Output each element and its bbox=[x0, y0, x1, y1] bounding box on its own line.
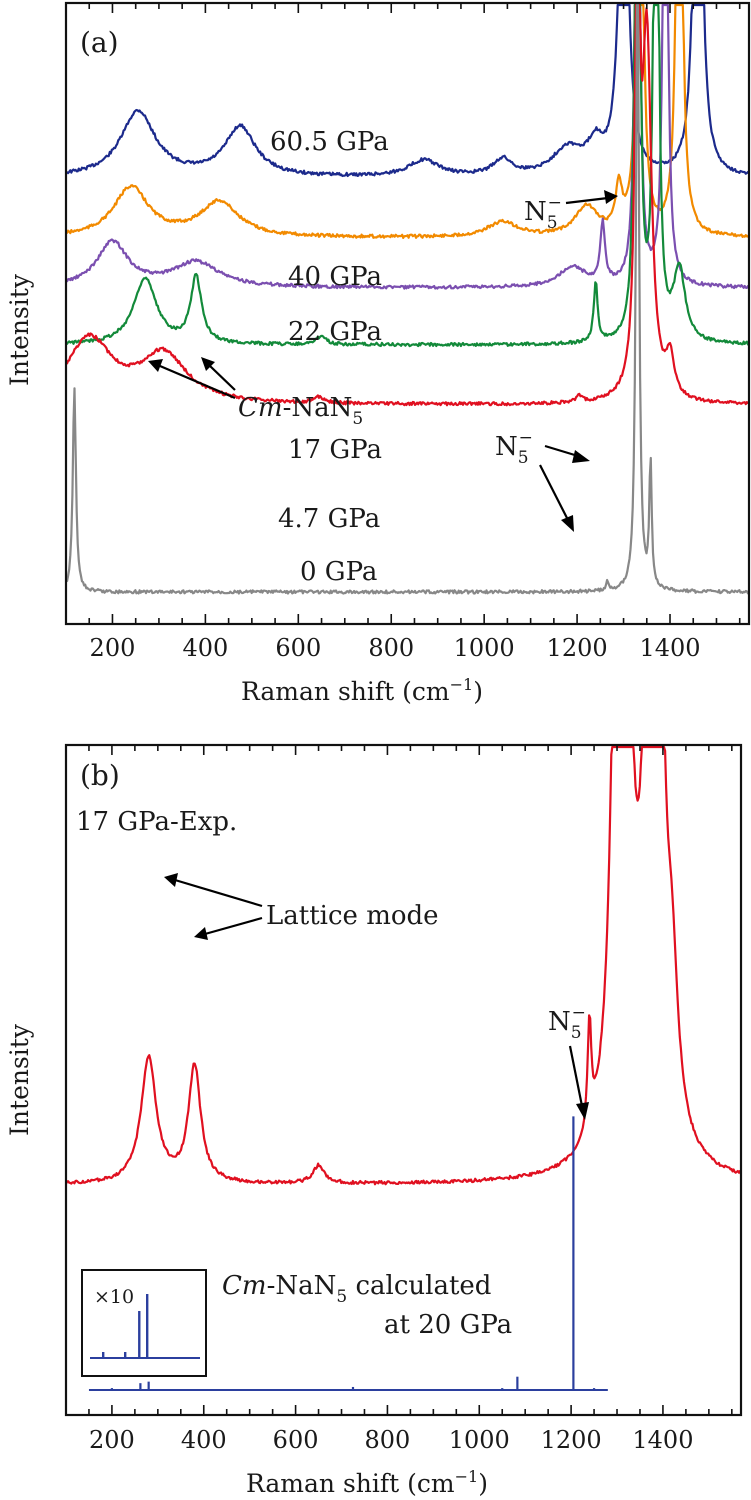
x-tick-label-400: 400 bbox=[182, 634, 228, 662]
series-label-17-gpa: 17 GPa bbox=[288, 435, 382, 465]
inset-sticks bbox=[90, 1294, 200, 1359]
x-tick-label-600: 600 bbox=[273, 1426, 319, 1454]
calc-label-line1: Cm-NaN5 calculated bbox=[222, 1271, 491, 1307]
n5-annotation-b: N5− bbox=[548, 1003, 586, 1043]
series-label-22-gpa: 22 GPa bbox=[288, 317, 382, 347]
calc-label-line2: at 20 GPa bbox=[384, 1310, 512, 1340]
series-line-0-gpa bbox=[65, 3, 750, 595]
x-tick-label-800: 800 bbox=[365, 1426, 411, 1454]
cm-arrowhead-2 bbox=[201, 357, 215, 371]
x-tick-label-1400: 1400 bbox=[632, 1426, 693, 1454]
n5-annotation-top: N5− bbox=[524, 193, 562, 233]
panel-a-x-ticks: 200 400 600 800 1000 1200 1400 bbox=[88, 3, 741, 662]
panel-b-x-axis-label: Raman shift (cm−1) bbox=[246, 1467, 488, 1498]
series-label-17-gpa-exp: 17 GPa-Exp. bbox=[76, 807, 237, 837]
series-line-17-gpa-exp- bbox=[65, 745, 743, 1186]
lattice-arrow-2 bbox=[204, 916, 263, 936]
x-tick-label-600: 600 bbox=[275, 634, 321, 662]
series-label-60-5-gpa: 60.5 GPa bbox=[270, 127, 389, 157]
panel-b: 200 400 600 800 1000 1200 1400 (b) 17 GPa-Exp.… bbox=[5, 743, 743, 1498]
series-line-4-7-gpa bbox=[65, 3, 750, 407]
x-tick-label-1000: 1000 bbox=[449, 1426, 510, 1454]
cm-arrowhead-1 bbox=[148, 359, 163, 372]
panel-a-x-axis-label: Raman shift (cm−1) bbox=[241, 675, 483, 706]
x-tick-label-200: 200 bbox=[89, 1426, 135, 1454]
panel-b-x-ticks: 200 400 600 800 1000 1200 1400 bbox=[88, 745, 733, 1454]
panel-a-frame bbox=[64, 1, 751, 626]
x-tick-label-1000: 1000 bbox=[454, 634, 515, 662]
panel-a-label: (a) bbox=[80, 26, 119, 59]
n5-annotation-mid: N5− bbox=[495, 428, 533, 468]
x-tick-label-1200: 1200 bbox=[541, 1426, 602, 1454]
panel-a-curves bbox=[65, 3, 750, 595]
n5-arrowhead-mid-a bbox=[572, 450, 590, 463]
panel-a: 200 400 600 800 1000 1200 1400 (a) 60.5 GPa 40… bbox=[5, 1, 751, 706]
x-tick-label-200: 200 bbox=[90, 634, 136, 662]
series-label-0-gpa: 0 GPa bbox=[300, 557, 377, 587]
panel-b-curves bbox=[65, 745, 743, 1391]
n5-arrowhead-top bbox=[604, 190, 618, 204]
lattice-arrowhead-1 bbox=[164, 873, 178, 887]
x-tick-label-1400: 1400 bbox=[639, 634, 700, 662]
inset-scale-label: ×10 bbox=[94, 1286, 134, 1308]
n5-arrow-b bbox=[568, 1045, 584, 1107]
n5-arrowhead-mid-b bbox=[561, 515, 574, 532]
cm-arrow-2 bbox=[209, 365, 236, 391]
cm-arrow-1 bbox=[159, 364, 236, 400]
series-line-40-gpa bbox=[66, 3, 750, 239]
n5-arrow-mid-b bbox=[539, 464, 569, 521]
series-label-4-7-gpa: 4.7 GPa bbox=[278, 504, 380, 534]
panel-b-y-axis-label: Intensity bbox=[5, 1023, 34, 1136]
x-tick-label-1200: 1200 bbox=[547, 634, 608, 662]
lattice-mode-annotation: Lattice mode bbox=[266, 901, 439, 931]
panel-a-y-axis-label: Intensity bbox=[5, 273, 34, 386]
n5-arrow-mid-a bbox=[544, 444, 579, 458]
x-tick-label-400: 400 bbox=[181, 1426, 227, 1454]
panel-b-frame bbox=[64, 743, 743, 1417]
panel-b-label: (b) bbox=[80, 759, 120, 792]
cm-nan5-annotation: Cm-NaN5 bbox=[238, 393, 363, 429]
n5-arrowhead-b bbox=[576, 1102, 589, 1120]
n5-arrow-top bbox=[565, 196, 609, 205]
series-line-17-gpa bbox=[65, 3, 750, 348]
lattice-arrow-1 bbox=[174, 878, 263, 908]
lattice-arrowhead-2 bbox=[194, 927, 208, 940]
series-label-40-gpa: 40 GPa bbox=[288, 262, 382, 292]
x-tick-label-800: 800 bbox=[368, 634, 414, 662]
